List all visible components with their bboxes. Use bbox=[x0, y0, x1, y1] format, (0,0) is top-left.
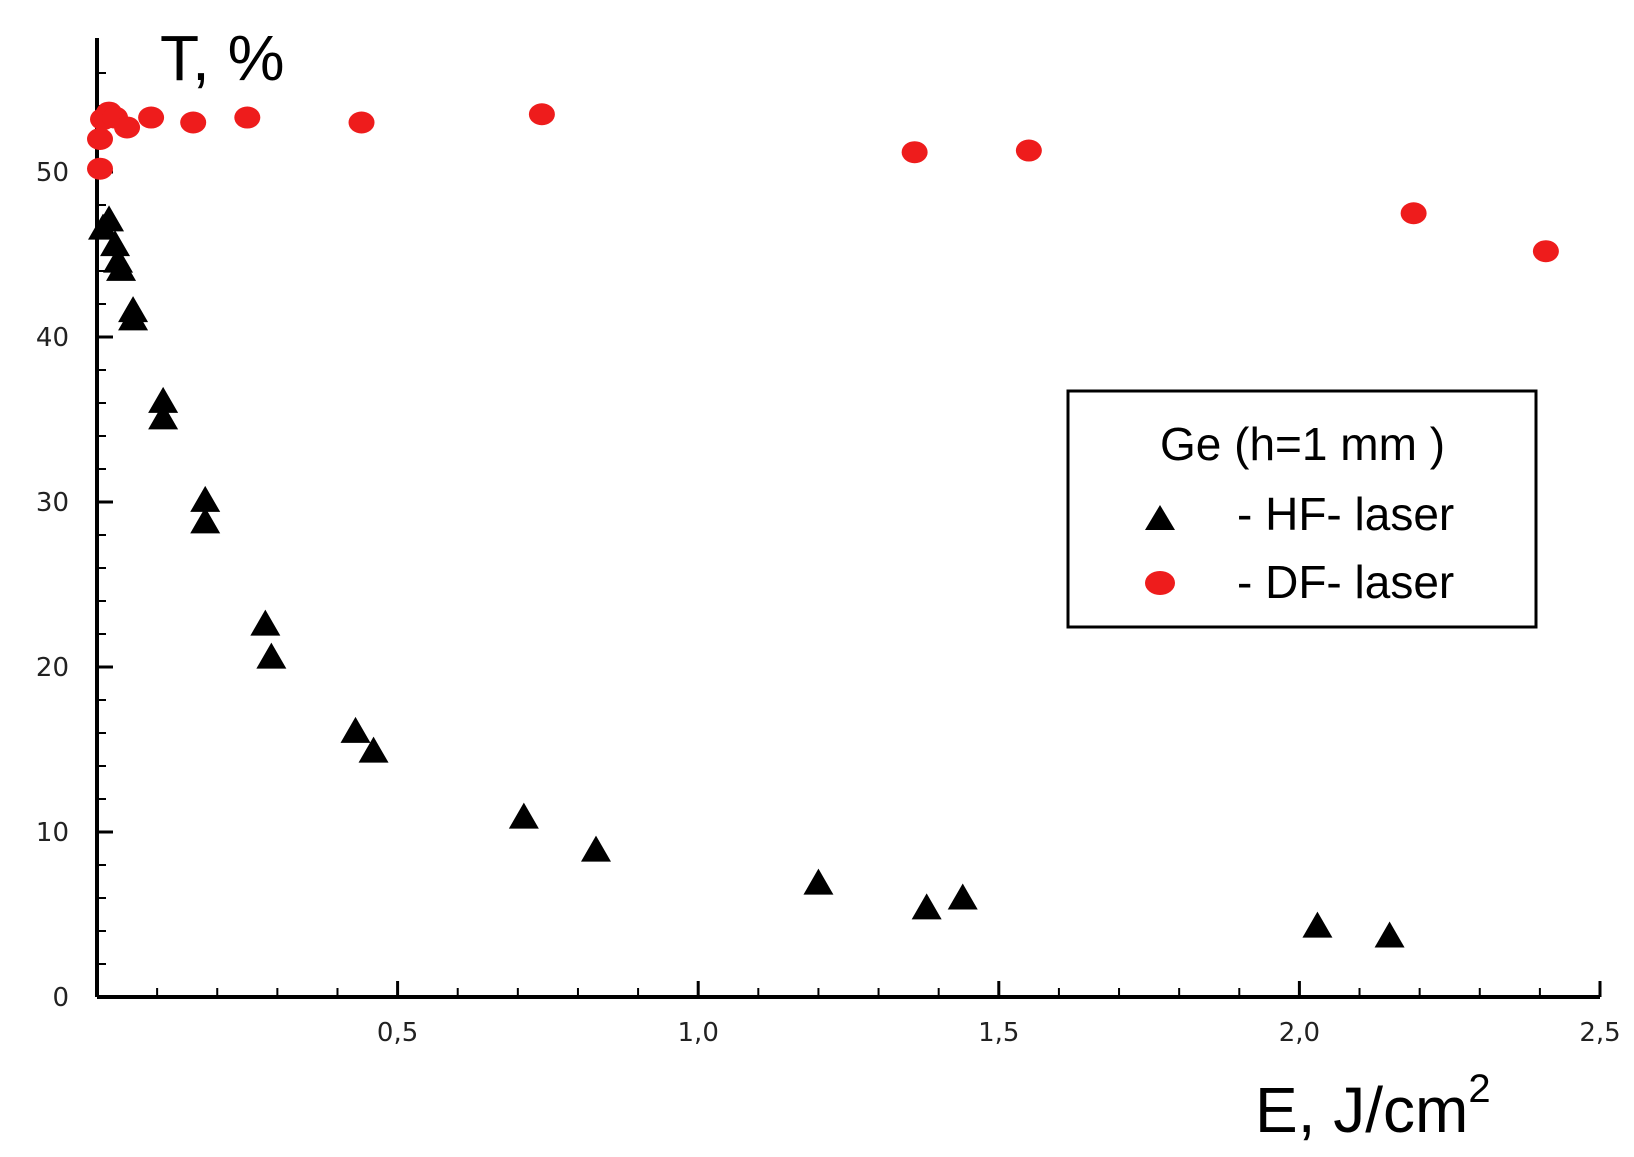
y-tick-label: 10 bbox=[36, 818, 69, 848]
hf-data-point bbox=[947, 883, 978, 910]
legend-title: Ge (h=1 mm ) bbox=[1160, 418, 1445, 470]
legend-box bbox=[1066, 389, 1538, 629]
x-tick-label: 1,5 bbox=[978, 1018, 1019, 1048]
hf-data-point bbox=[358, 736, 389, 763]
legend-label-df: - DF- laser bbox=[1237, 556, 1454, 608]
hf-data-point bbox=[106, 254, 137, 281]
df-data-point bbox=[1015, 139, 1042, 162]
df-data-point bbox=[87, 128, 114, 150]
df-data-point bbox=[87, 157, 114, 180]
legend-circle-marker bbox=[1145, 571, 1175, 595]
hf-data-point bbox=[148, 403, 179, 430]
df-data-point bbox=[180, 111, 207, 134]
x-tick-label: 2,5 bbox=[1579, 1018, 1620, 1048]
y-tick-label: 20 bbox=[36, 653, 69, 683]
y-axis-title: T, % bbox=[160, 22, 284, 94]
df-data-point bbox=[1532, 240, 1559, 263]
data-points bbox=[87, 101, 1559, 948]
df-data-point bbox=[138, 106, 165, 129]
df-data-point bbox=[114, 116, 141, 139]
hf-data-point bbox=[1374, 921, 1405, 948]
x-tick-label: 2,0 bbox=[1279, 1018, 1320, 1048]
hf-data-point bbox=[118, 304, 149, 331]
tick-labels: 0,5 1,0 1,5 2,0 2,5 0 10 20 30 40 50 bbox=[36, 158, 1621, 1048]
legend-triangle-marker bbox=[1145, 505, 1175, 530]
y-tick-label: 0 bbox=[52, 983, 69, 1013]
hf-data-point bbox=[94, 205, 125, 232]
legend-label-hf: - HF- laser bbox=[1237, 488, 1454, 540]
x-tick-label: 0,5 bbox=[377, 1018, 418, 1048]
hf-data-point bbox=[148, 386, 179, 413]
hf-data-point bbox=[580, 835, 611, 862]
x-axis-title-superscript: 2 bbox=[1468, 1067, 1490, 1111]
hf-data-point bbox=[1302, 911, 1333, 938]
hf-data-point bbox=[250, 609, 281, 636]
hf-data-point bbox=[190, 485, 221, 512]
hf-data-point bbox=[100, 230, 131, 257]
hf-data-point bbox=[803, 868, 834, 895]
axes bbox=[95, 38, 1600, 999]
y-tick-label: 40 bbox=[36, 323, 69, 353]
df-data-point bbox=[901, 141, 928, 164]
hf-data-point bbox=[911, 893, 942, 920]
df-data-point bbox=[348, 111, 375, 134]
hf-data-point bbox=[340, 716, 371, 743]
x-tick-label: 1,0 bbox=[678, 1018, 719, 1048]
y-tick-label: 30 bbox=[36, 488, 69, 518]
hf-data-point bbox=[508, 802, 539, 829]
df-data-point bbox=[1400, 202, 1427, 225]
df-data-point bbox=[234, 106, 261, 129]
x-axis-title: E, J/cm2 bbox=[1255, 1067, 1491, 1146]
y-tick-label: 50 bbox=[36, 158, 69, 188]
hf-data-point bbox=[256, 642, 287, 669]
ticks bbox=[97, 72, 1602, 997]
df-data-point bbox=[528, 103, 555, 126]
x-axis-title-main: E, J/cm bbox=[1255, 1074, 1468, 1146]
legend: Ge (h=1 mm ) - HF- laser - DF- laser bbox=[1066, 389, 1538, 629]
hf-data-point bbox=[190, 507, 221, 534]
